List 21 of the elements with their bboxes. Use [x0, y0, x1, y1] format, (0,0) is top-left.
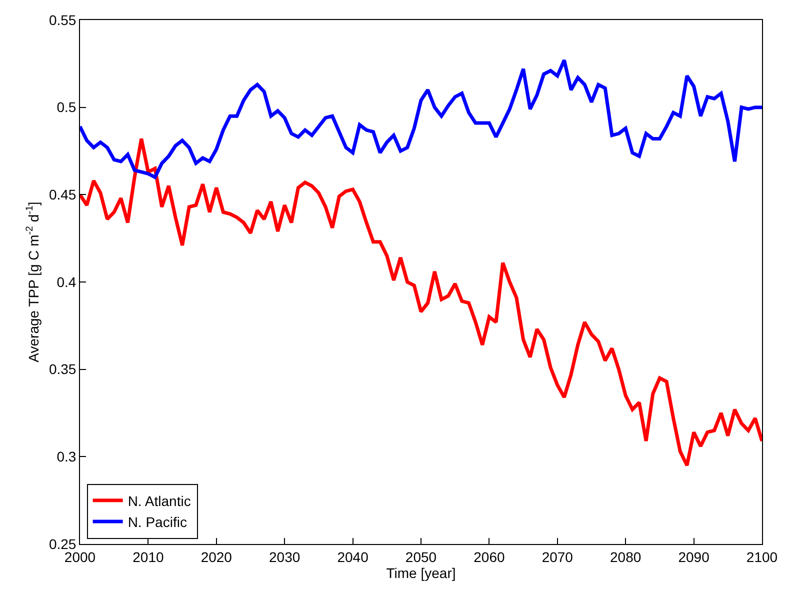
x-tick-label: 2020 — [200, 548, 232, 565]
x-tick-label: 2100 — [746, 548, 778, 565]
x-tick-label: 2050 — [405, 548, 437, 565]
x-axis-title: Time [year] — [386, 564, 456, 581]
legend-label: N. Pacific — [128, 514, 187, 530]
x-tick-label: 2040 — [337, 548, 369, 565]
x-tick-label: 2080 — [610, 548, 642, 565]
y-tick-label: 0.4 — [56, 274, 76, 290]
x-tick-label: 2030 — [269, 548, 300, 565]
y-tick-label: 0.3 — [56, 448, 76, 465]
y-tick-label: 0.45 — [48, 186, 76, 203]
line-series — [80, 137, 762, 468]
y-tick-label: 0.55 — [48, 12, 76, 28]
line-series — [80, 58, 762, 179]
y-tick-label: 0.5 — [56, 99, 76, 116]
y-tick-label: 0.35 — [48, 361, 76, 378]
x-tick-label: 2070 — [542, 548, 574, 565]
x-tick-label: 2060 — [474, 548, 505, 565]
x-tick-label: 2090 — [678, 548, 710, 565]
x-tick-label: 2010 — [132, 548, 164, 565]
legend-label: N. Atlantic — [128, 492, 191, 509]
